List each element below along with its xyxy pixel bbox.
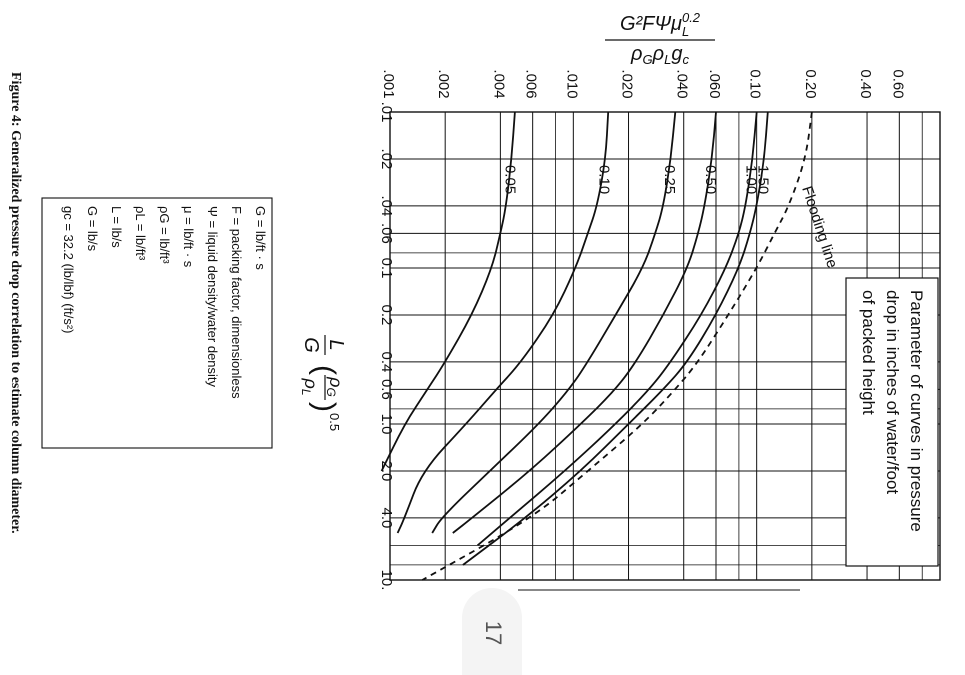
x-tick-label: 0.6 [378,379,395,400]
x-tick-label: 4.0 [378,507,395,528]
svg-text:ρGρLgc: ρGρLgc [630,43,689,67]
definition-line: L = lb/s [109,206,124,248]
definition-line: F = packing factor, dimensionless [229,206,244,399]
y-tick-label: .010 [563,69,580,98]
legend-line-2: drop in inches of water/foot [883,290,902,494]
svg-text:G: G [300,337,322,353]
flooding-line [421,111,813,581]
chart-curves [380,111,813,581]
curve-0.10 [396,111,610,534]
x-tick-label: 1.0 [378,414,395,435]
curve-1.00 [476,111,758,547]
y-tick-label: .020 [619,69,636,98]
page-number: 17 [481,620,506,646]
svg-text:L: L [325,339,347,350]
legend-box: Parameter of curves in pressure drop in … [845,277,939,567]
definitions-box: G = lb/ft · s F = packing factor, dimensi… [41,197,273,449]
svg-text:(: ( [308,365,341,375]
x-tick-label: 0.4 [378,351,395,372]
svg-text:): ) [308,402,341,412]
plot-frame [389,111,941,581]
legend-line-1: Parameter of curves in pressure [907,290,926,532]
curve-label: 1.00 [743,165,760,194]
x-tick-label: .06 [378,223,395,244]
definition-line: gc = 32.2 (lb/lbf) (ft/s²) [61,206,76,334]
flooding-line-label: Flooding line [798,184,840,270]
x-tick-label: .02 [378,149,395,170]
x-tick-label: 2.0 [378,461,395,482]
curve-label: 1.50 [754,165,771,194]
definition-line: μ = lb/ft · s [181,206,196,268]
y-tick-label: 0.10 [747,69,764,98]
svg-text:ρL: ρL [299,378,321,396]
x-tick-label: .04 [378,195,395,216]
curve-0.05 [380,111,516,472]
definition-line: ρL = lb/ft³ [133,206,148,261]
svg-text:ρG: ρG [324,376,346,397]
y-tick-label: .004 [490,69,507,98]
definition-line: ρG = lb/ft³ [157,206,172,264]
y-tick-label: .040 [674,69,691,98]
y-tick-label: 0.60 [889,69,906,98]
x-tick-label: 0.2 [378,305,395,326]
y-tick-label: .001 [380,69,397,98]
curve-label: 0.25 [661,165,678,194]
y-tick-label: .002 [435,69,452,98]
y-tick-label: 0.20 [802,69,819,98]
page-number-tab [462,588,522,675]
curve-label: 0.50 [702,165,719,194]
definition-line: G = lb/s [85,206,100,252]
curve-0.50 [452,111,717,534]
x-tick-label: .01 [378,102,395,123]
legend-line-3: of packed height [859,290,878,415]
figure-caption: Figure 4: Generalized pressure drop corr… [8,72,23,534]
curve-0.25 [431,111,677,534]
x-tick-label: 0.1 [378,258,395,279]
curve-label: 0.05 [502,165,519,194]
chart-tick-labels: .01 .02 .04 .06 0.1 0.2 0.4 0.6 1.0 2.0 4.0 10. .001… [378,69,906,590]
y-axis-title: G²FΨμ0.2 L ρGρLgc [605,10,715,67]
svg-text:G²FΨμ0.2L: G²FΨμ0.2 L [620,10,701,39]
curve-labels: 0.05 0.10 0.25 0.50 1.001.50 [502,165,772,194]
y-tick-label: .006 [523,69,540,98]
definition-line: Ψ = liquid density/water density [205,206,220,388]
curve-1.50 [462,111,769,566]
curve-label: 0.10 [596,165,613,194]
definition-line: G = lb/ft · s [253,206,268,270]
y-tick-label: 0.40 [857,69,874,98]
svg-text:0.5: 0.5 [327,413,342,431]
y-tick-label: .060 [706,69,723,98]
x-axis-title: L G ( ρG ρL ) 0.5 [299,335,347,431]
x-tick-label: 10. [378,570,395,591]
